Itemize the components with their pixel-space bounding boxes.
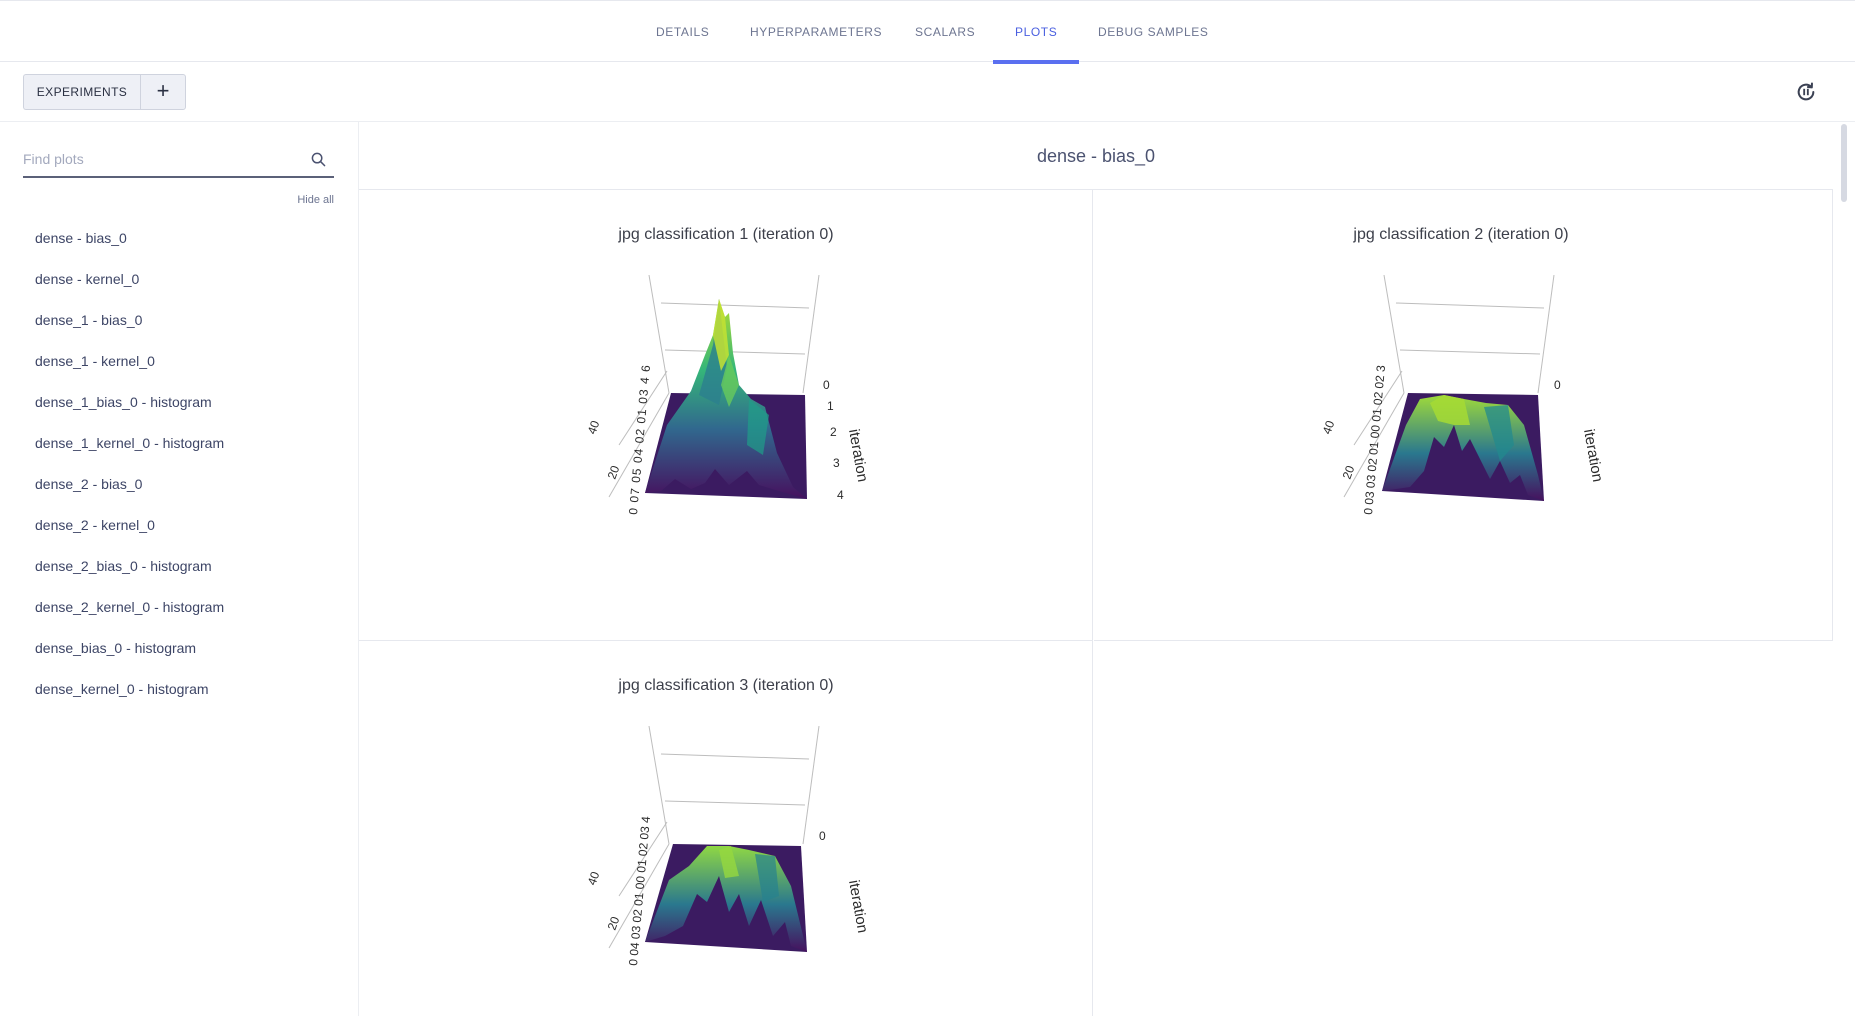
plot-list-item[interactable]: dense_kernel_0 - histogram <box>35 681 209 697</box>
y-tick: 20 <box>605 914 623 932</box>
plot-list-item[interactable]: dense_2_kernel_0 - histogram <box>35 599 225 615</box>
y-tick: 20 <box>605 463 623 481</box>
plot-gridlines <box>608 726 820 949</box>
iteration-tick: 3 <box>833 456 840 470</box>
surface-ridge <box>645 299 807 499</box>
iteration-tick: 2 <box>830 425 837 439</box>
plot-list-item[interactable]: dense_2_bias_0 - histogram <box>35 558 212 574</box>
x-tick-labels: 0 04 03 02 01 00 01 02 03 4 <box>626 815 653 966</box>
iteration-tick: 0 <box>1554 378 1561 392</box>
experiment-tabs: DETAILS HYPERPARAMETERS SCALARS PLOTS DE… <box>0 0 1855 64</box>
plot-list-item[interactable]: dense_2 - kernel_0 <box>35 517 155 533</box>
surface-plot-3d[interactable]: 0 1 2 3 4 iteration 40 20 0 07 05 04 02 … <box>579 275 889 565</box>
y-tick: 40 <box>585 418 603 436</box>
iteration-ticks: 0 1 2 3 4 <box>823 378 844 502</box>
iteration-axis-label: iteration <box>845 879 871 935</box>
tab-debug-samples[interactable]: DEBUG SAMPLES <box>1098 25 1209 39</box>
plots-panel: dense - bias_0 jpg classification 1 (ite… <box>359 122 1833 1016</box>
plot-list-item[interactable]: dense_1 - bias_0 <box>35 312 143 328</box>
experiments-button[interactable]: EXPERIMENTS <box>23 74 140 110</box>
iteration-axis-label: iteration <box>1580 428 1606 484</box>
plot-list-item[interactable]: dense_1_kernel_0 - histogram <box>35 435 225 451</box>
plot-gridlines <box>1343 275 1555 498</box>
add-experiment-button[interactable]: + <box>140 74 186 110</box>
plot-cell: jpg classification 3 (iteration 0) <box>359 641 1093 1016</box>
plot-list-item[interactable]: dense - kernel_0 <box>35 271 140 287</box>
plot-search <box>23 142 334 178</box>
iteration-tick: 0 <box>823 378 830 392</box>
scrollbar[interactable] <box>1841 124 1847 202</box>
plot-title: jpg classification 2 (iteration 0) <box>1353 226 1569 243</box>
plot-list-item[interactable]: dense - bias_0 <box>35 230 127 246</box>
x-tick-labels: 0 03 03 02 01 00 01 02 02 3 <box>1361 364 1388 515</box>
iteration-tick: 4 <box>837 488 844 502</box>
plot-list-item[interactable]: dense_1 - kernel_0 <box>35 353 155 369</box>
plot-gridlines <box>608 275 820 498</box>
plot-group-title: dense - bias_0 <box>359 122 1833 190</box>
iteration-tick: 1 <box>827 399 834 413</box>
find-plots-input[interactable] <box>23 142 303 176</box>
plot-list: dense - bias_0 dense - kernel_0 dense_1 … <box>35 218 335 710</box>
tab-details[interactable]: DETAILS <box>656 25 710 39</box>
hide-all-link[interactable]: Hide all <box>297 194 334 206</box>
plot-cell: jpg classification 2 (iteration 0) <box>1094 190 1833 641</box>
plots-sidebar: Hide all dense - bias_0 dense - kernel_0… <box>0 122 359 1016</box>
plot-list-item[interactable]: dense_2 - bias_0 <box>35 476 143 492</box>
plot-cell: jpg classification 1 (iteration 0) <box>359 190 1093 641</box>
plot-title: jpg classification 1 (iteration 0) <box>618 226 834 243</box>
y-tick: 40 <box>585 869 603 887</box>
iteration-tick: 0 <box>819 829 826 843</box>
plot-list-item[interactable]: dense_bias_0 - histogram <box>35 640 197 656</box>
tab-plots[interactable]: PLOTS <box>992 1 1080 64</box>
refresh-pause-icon[interactable] <box>1795 81 1817 103</box>
search-icon[interactable] <box>311 152 326 167</box>
tab-hyperparameters[interactable]: HYPERPARAMETERS <box>750 25 883 39</box>
tab-scalars[interactable]: SCALARS <box>915 25 976 39</box>
plot-grid: jpg classification 1 (iteration 0) <box>359 190 1833 1016</box>
surface-plot-3d[interactable]: 0 iteration 40 20 0 04 03 02 01 00 01 02… <box>579 726 889 1016</box>
toolbar: EXPERIMENTS + <box>0 62 1855 122</box>
y-tick: 20 <box>1340 463 1358 481</box>
y-tick: 40 <box>1320 418 1338 436</box>
plot-list-item[interactable]: dense_1_bias_0 - histogram <box>35 394 212 410</box>
plot-title: jpg classification 3 (iteration 0) <box>618 677 834 694</box>
surface-plot-3d[interactable]: 0 iteration 40 20 0 03 03 02 01 00 01 02… <box>1314 275 1624 565</box>
iteration-axis-label: iteration <box>845 428 871 484</box>
